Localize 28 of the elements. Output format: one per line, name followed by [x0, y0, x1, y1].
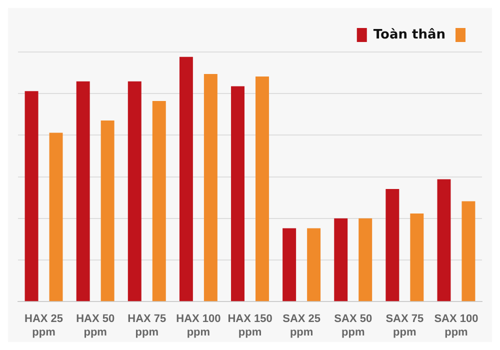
- x-tick-label: HAX 100 ppm: [176, 313, 221, 338]
- bar: [386, 189, 400, 302]
- bar: [358, 218, 372, 302]
- legend-label: Toàn thân: [373, 27, 446, 42]
- x-tick-label: SAX 50 ppm: [334, 313, 372, 338]
- bar: [152, 100, 166, 302]
- bar: [76, 81, 90, 302]
- bar: [49, 132, 63, 302]
- bar: [256, 76, 269, 302]
- bar: [437, 179, 451, 302]
- bar: [334, 218, 348, 302]
- x-tick-label: HAX 25 ppm: [24, 313, 64, 338]
- x-tick-label: SAX 75 ppm: [386, 313, 424, 338]
- x-tick-label: HAX 75 ppm: [128, 313, 166, 338]
- bar: [179, 56, 193, 302]
- bar: [307, 228, 321, 302]
- x-tick-label: HAX 50 ppm: [76, 313, 115, 338]
- x-tick-label: HAX 150 ppm: [228, 313, 272, 338]
- x-tick-label: SAX 100 ppm: [434, 313, 478, 338]
- x-tick-label: SAX 25 ppm: [282, 313, 321, 338]
- bar: [282, 228, 296, 302]
- bar: [231, 86, 244, 302]
- bar: [204, 74, 218, 302]
- bar: [24, 91, 38, 302]
- bar: [128, 81, 142, 302]
- bar: [462, 201, 476, 302]
- bar: [100, 120, 114, 302]
- bar: [410, 214, 424, 302]
